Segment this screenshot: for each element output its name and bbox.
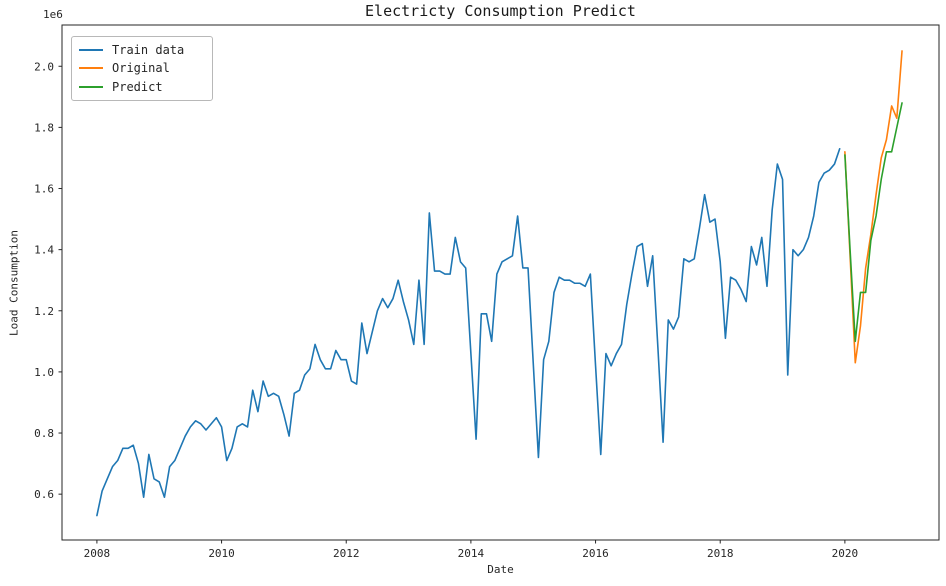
y-tick-label: 1.6 (34, 183, 54, 196)
predict-line-swatch (79, 85, 103, 88)
x-axis-label: Date (487, 563, 514, 576)
legend-item-train-data: Train data (79, 44, 204, 56)
legend-label-predict: Predict (112, 79, 163, 94)
legend-item-original: Original (79, 62, 204, 74)
y-tick-label: 1.0 (34, 366, 54, 379)
x-tick-label: 2014 (458, 547, 485, 560)
x-tick-label: 2012 (333, 547, 360, 560)
legend-item-predict: Predict (79, 81, 204, 93)
x-tick-label: 2018 (707, 547, 734, 560)
x-tick-label: 2020 (832, 547, 859, 560)
legend-label-train-data: Train data (112, 43, 185, 58)
y-tick-label: 2.0 (34, 60, 54, 73)
legend-label-original: Original (112, 61, 170, 76)
x-tick-label: 2008 (84, 547, 111, 560)
y-tick-label: 1.4 (34, 244, 54, 257)
legend: Train data Original Predict (71, 36, 213, 101)
original-line-swatch (79, 67, 103, 70)
train-data-line (96, 147, 841, 517)
predict-line (844, 102, 903, 343)
x-tick-label: 2016 (582, 547, 609, 560)
y-tick-label: 1.8 (34, 121, 54, 134)
y-axis-offset-label: 1e6 (43, 8, 63, 21)
y-tick-label: 0.8 (34, 427, 54, 440)
chart-title: Electricty Consumption Predict (365, 2, 636, 20)
y-axis-label: Load Consumption (7, 230, 21, 336)
train-data-line-swatch (79, 49, 103, 52)
y-tick-label: 1.2 (34, 305, 54, 318)
x-tick-label: 2010 (208, 547, 235, 560)
original-line (844, 50, 903, 364)
y-tick-label: 0.6 (34, 488, 54, 501)
plot-border (61, 24, 940, 541)
